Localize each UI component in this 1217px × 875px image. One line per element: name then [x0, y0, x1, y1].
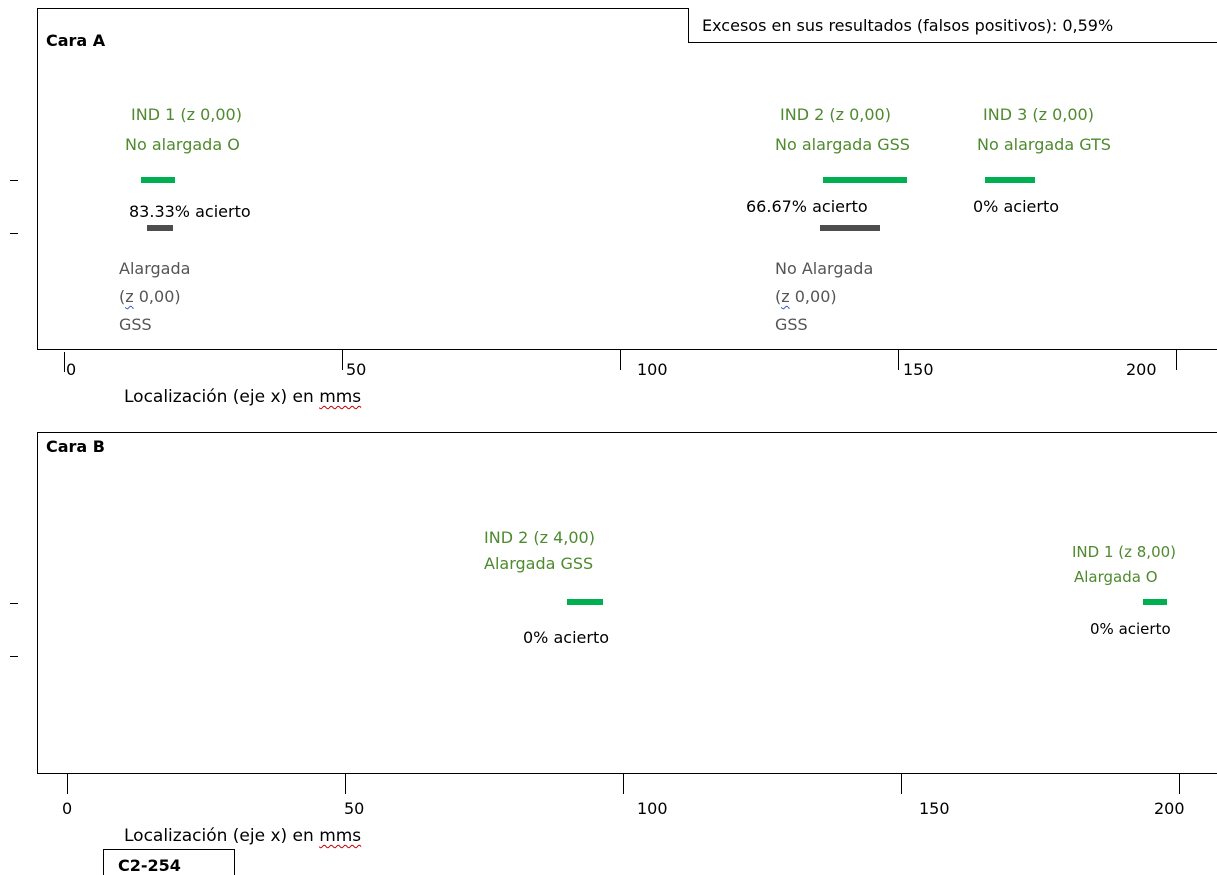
- y-tick: [10, 233, 18, 234]
- panel-b-title: Cara B: [46, 437, 105, 456]
- ind1-a-accuracy: 83.33% acierto: [129, 202, 251, 221]
- panel-cara-b: [37, 432, 1217, 774]
- x-tick-label-b-200: 200: [1154, 799, 1185, 818]
- x-tick-label-b-0: 0: [62, 799, 73, 818]
- ind1-b-type: Alargada O: [1074, 568, 1158, 586]
- ind1-b-accuracy: 0% acierto: [1090, 620, 1171, 638]
- ref1-a-line1: Alargada: [119, 259, 191, 278]
- ind2-a-label: IND 2 (z 0,00): [780, 105, 891, 124]
- x-tick-label-a-50: 50: [346, 360, 367, 379]
- x-tick-b-0: [67, 774, 68, 794]
- x-tick-label-a-100: 100: [637, 360, 668, 379]
- ind2-a-accuracy: 66.67% acierto: [746, 197, 868, 216]
- panel-cara-a: [37, 8, 1217, 350]
- x-tick-label-a-200: 200: [1126, 360, 1157, 379]
- y-tick: [10, 656, 18, 657]
- ind1-a-bar: [141, 177, 175, 183]
- ind3-a-accuracy: 0% acierto: [973, 197, 1059, 216]
- ind1-a-type: No alargada O: [125, 135, 240, 154]
- y-tick: [10, 180, 18, 181]
- false-positives-box: [688, 8, 1217, 43]
- panel-a-title: Cara A: [46, 31, 106, 50]
- x-tick-a-100: [620, 350, 621, 370]
- ind2-a-bar: [823, 177, 907, 183]
- ref1-a-bar: [147, 225, 173, 231]
- x-axis-title-a: Localización (eje x) en mms: [124, 387, 362, 407]
- ind2-b-type: Alargada GSS: [484, 554, 594, 573]
- x-tick-a-0: [64, 352, 65, 372]
- specimen-code-box: C2-254: [103, 849, 235, 875]
- x-tick-label-a-0: 0: [66, 360, 77, 379]
- ind2-b-bar: [567, 599, 603, 605]
- ind2-b-accuracy: 0% acierto: [523, 628, 609, 647]
- ind2-a-type: No alargada GSS: [775, 135, 910, 154]
- ref2-a-bar: [820, 225, 880, 231]
- x-tick-label-b-50: 50: [344, 799, 365, 818]
- x-tick-label-b-150: 150: [919, 799, 950, 818]
- x-tick-b-50: [345, 774, 346, 794]
- ind1-b-bar: [1143, 599, 1167, 605]
- ind1-a-label: IND 1 (z 0,00): [131, 105, 242, 124]
- ref1-a-line3: GSS: [119, 315, 152, 334]
- ind1-b-label: IND 1 (z 8,00): [1072, 543, 1177, 561]
- ref1-a-line2: (z 0,00): [119, 287, 181, 306]
- x-tick-a-200: [1176, 350, 1177, 370]
- x-tick-b-100: [623, 774, 624, 794]
- ind3-a-bar: [985, 177, 1035, 183]
- x-tick-b-150: [901, 774, 902, 794]
- x-tick-label-a-150: 150: [903, 360, 934, 379]
- ind2-b-label: IND 2 (z 4,00): [484, 528, 595, 547]
- false-positives-text: Excesos en sus resultados (falsos positi…: [702, 16, 1114, 35]
- x-tick-a-150: [898, 350, 899, 370]
- ind3-a-label: IND 3 (z 0,00): [983, 105, 1094, 124]
- x-tick-label-b-100: 100: [637, 799, 668, 818]
- ind3-a-type: No alargada GTS: [977, 135, 1111, 154]
- x-tick-a-50: [342, 350, 343, 370]
- ref2-a-line1: No Alargada: [775, 259, 874, 278]
- ref2-a-line2: (z 0,00): [775, 287, 837, 306]
- y-tick: [10, 603, 18, 604]
- x-tick-b-200: [1179, 774, 1180, 794]
- x-axis-title-b: Localización (eje x) en mms: [124, 826, 362, 846]
- ref2-a-line3: GSS: [775, 315, 808, 334]
